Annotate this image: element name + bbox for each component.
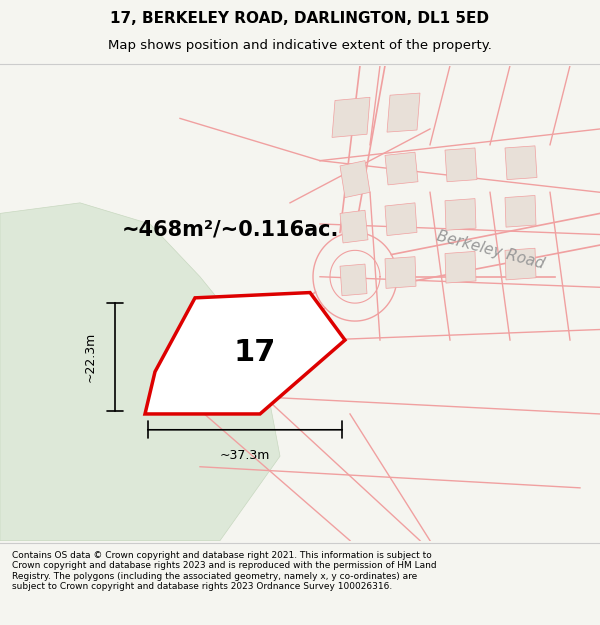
Polygon shape bbox=[340, 161, 370, 198]
Polygon shape bbox=[505, 146, 537, 179]
Polygon shape bbox=[505, 248, 536, 280]
Polygon shape bbox=[385, 203, 417, 236]
Polygon shape bbox=[0, 203, 280, 541]
Text: ~468m²/~0.116ac.: ~468m²/~0.116ac. bbox=[121, 219, 338, 239]
Text: Contains OS data © Crown copyright and database right 2021. This information is : Contains OS data © Crown copyright and d… bbox=[12, 551, 437, 591]
Polygon shape bbox=[385, 257, 416, 288]
Polygon shape bbox=[340, 264, 367, 296]
Polygon shape bbox=[445, 199, 476, 230]
Text: 17: 17 bbox=[234, 338, 276, 367]
Text: ~37.3m: ~37.3m bbox=[220, 449, 270, 462]
Text: ~22.3m: ~22.3m bbox=[84, 332, 97, 382]
Polygon shape bbox=[332, 98, 370, 138]
Polygon shape bbox=[385, 152, 418, 185]
Text: 17, BERKELEY ROAD, DARLINGTON, DL1 5ED: 17, BERKELEY ROAD, DARLINGTON, DL1 5ED bbox=[110, 11, 490, 26]
Text: Berkeley Road: Berkeley Road bbox=[434, 229, 545, 272]
Polygon shape bbox=[445, 148, 477, 182]
Polygon shape bbox=[505, 196, 536, 227]
Polygon shape bbox=[340, 210, 368, 243]
Polygon shape bbox=[145, 292, 345, 414]
Text: Map shows position and indicative extent of the property.: Map shows position and indicative extent… bbox=[108, 39, 492, 52]
Polygon shape bbox=[445, 251, 476, 283]
Polygon shape bbox=[387, 93, 420, 132]
